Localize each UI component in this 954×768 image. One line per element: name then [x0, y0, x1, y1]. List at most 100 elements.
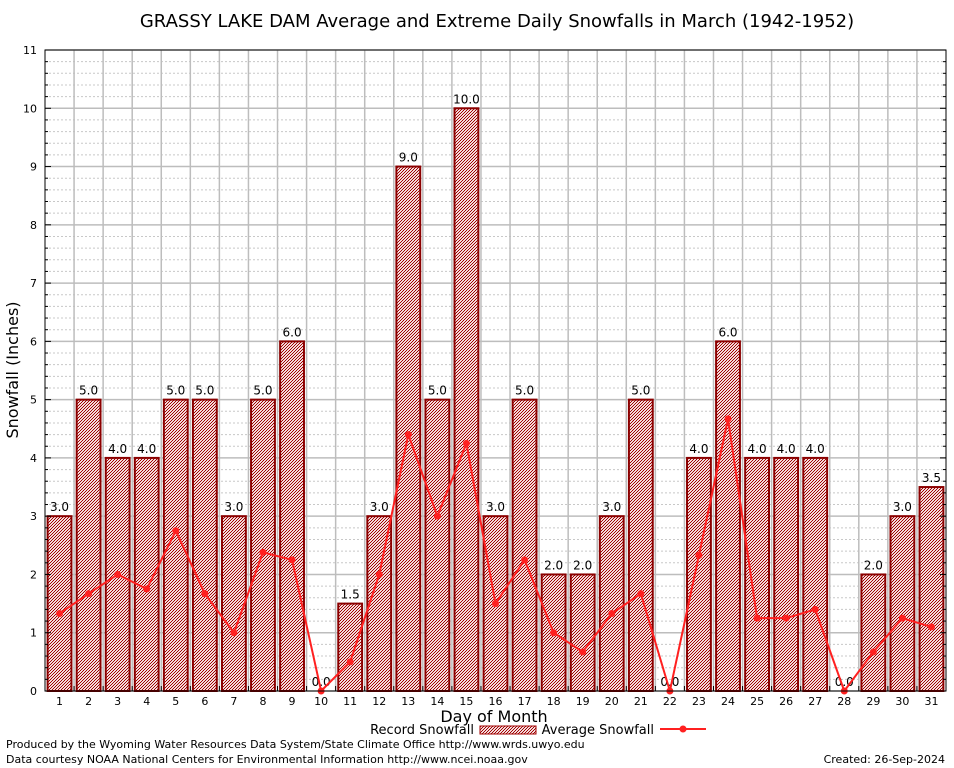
bar-value-label: 5.0	[515, 384, 534, 398]
x-tick-label: 3	[114, 695, 121, 708]
average-point	[869, 648, 877, 656]
x-tick-label: 22	[663, 695, 677, 708]
y-tick-label: 7	[30, 277, 37, 290]
bar-record	[569, 573, 596, 692]
plot-frame	[44, 49, 947, 692]
bar-value-label: 6.0	[283, 325, 302, 339]
average-point	[462, 439, 470, 447]
x-tick-label: 6	[201, 695, 208, 708]
bar-record	[860, 573, 887, 692]
x-tick-label: 31	[924, 695, 938, 708]
y-axis-label: Snowfall (Inches)	[3, 301, 22, 438]
x-tick-label: 17	[518, 695, 532, 708]
average-point	[172, 527, 180, 535]
average-line	[56, 415, 935, 695]
bar-value-label: 3.0	[486, 500, 505, 514]
bar-record	[802, 456, 829, 692]
bar-record	[773, 456, 800, 692]
y-tick-label: 3	[30, 510, 37, 523]
average-point	[404, 431, 412, 439]
bar-value-label: 6.0	[718, 325, 737, 339]
average-point	[811, 605, 819, 613]
bar-record	[715, 340, 741, 692]
legend-label-average: Average Snowfall	[542, 723, 654, 738]
average-point	[375, 570, 383, 578]
average-point	[492, 600, 499, 608]
bar-value-label: 2.0	[573, 558, 592, 572]
average-point	[201, 590, 209, 598]
bar-value-label: 5.0	[428, 384, 447, 398]
y-tick-label: 11	[23, 44, 37, 57]
average-point	[114, 570, 122, 578]
average-point	[56, 609, 64, 617]
bar-record	[75, 398, 102, 692]
bar-record	[889, 515, 916, 692]
bar-record	[221, 515, 247, 692]
y-tick-label: 8	[30, 219, 37, 232]
average-point	[782, 614, 790, 622]
legend-swatch-record	[479, 725, 537, 735]
footer-created: Created: 26-Sep-2024	[824, 753, 945, 766]
footer-credit-1: Produced by the Wyoming Water Resources …	[6, 738, 585, 751]
average-point	[579, 648, 587, 656]
bar-value-label: 3.0	[50, 500, 69, 514]
x-tick-label: 21	[634, 695, 648, 708]
bar-record	[395, 165, 422, 692]
chart-title: GRASSY LAKE DAM Average and Extreme Dail…	[140, 11, 854, 32]
x-tick-label: 25	[750, 695, 764, 708]
x-tick-label: 10	[314, 695, 328, 708]
average-point	[259, 548, 267, 556]
average-point	[608, 609, 616, 617]
average-point	[433, 512, 441, 520]
y-tick-label: 0	[30, 685, 37, 698]
x-axis-label: Day of Month	[440, 707, 547, 726]
x-tick-label: 24	[721, 695, 735, 708]
bars: 3.05.04.0 4.05.0 5.03.05.06.00.01.53.09.05…	[46, 92, 945, 693]
average-point	[521, 556, 529, 564]
x-tick-label: 9	[289, 695, 296, 708]
x-tick-label: 2	[85, 695, 92, 708]
x-tick-label: 1	[56, 695, 63, 708]
y-tick-label: 5	[30, 394, 37, 407]
bar-record	[511, 398, 538, 692]
bar-value-label: 1.5	[341, 588, 360, 602]
bar-value-label: 2.0	[544, 558, 563, 572]
bar-value-label: 3.0	[370, 500, 389, 514]
x-tick-label: 19	[576, 695, 590, 708]
bar-value-label: 3.0	[602, 500, 621, 514]
average-point	[550, 629, 558, 637]
y-tick-label: 2	[30, 568, 37, 581]
bar-record	[627, 398, 654, 692]
footer-credit-2: Data courtesy NOAA National Centers for …	[6, 753, 528, 766]
bar-value-label: 3.0	[224, 500, 243, 514]
legend: Record Snowfall Average Snowfall	[370, 723, 706, 738]
bar-value-label: 4.0	[689, 442, 708, 456]
x-tick-label: 13	[401, 695, 415, 708]
x-tick-label: 16	[489, 695, 503, 708]
y-tick-label: 9	[30, 161, 37, 174]
bar-record	[366, 515, 393, 692]
bar-value-label: 3.5	[922, 471, 941, 485]
legend-label-record: Record Snowfall	[370, 723, 474, 738]
y-tick-label: 6	[30, 335, 37, 348]
bar-value-label: 4.0	[748, 442, 767, 456]
bar-record	[686, 456, 712, 692]
average-point	[346, 658, 354, 666]
average-point	[724, 415, 732, 423]
bar-record	[918, 486, 945, 692]
bar-record	[337, 602, 364, 692]
bar-record	[250, 398, 276, 692]
bar-value-label: 5.0	[631, 384, 650, 398]
y-tick-label: 1	[30, 627, 37, 640]
average-point	[753, 614, 761, 622]
x-tick-label: 18	[547, 695, 561, 708]
x-tick-label: 30	[895, 695, 909, 708]
y-tick-label: 4	[30, 452, 37, 465]
bar-value-label: 2.0	[864, 558, 883, 572]
bar-record	[46, 515, 73, 692]
average-point	[85, 590, 93, 598]
x-tick-label: 7	[230, 695, 237, 708]
bar-value-label: 4.0	[806, 442, 825, 456]
bar-value-label: 4.0	[137, 442, 156, 456]
